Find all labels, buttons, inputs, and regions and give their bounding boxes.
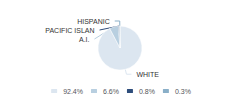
svg-text:HISPANIC: HISPANIC xyxy=(77,18,110,25)
svg-text:A.I.: A.I. xyxy=(79,36,90,43)
svg-text:0.3%: 0.3% xyxy=(175,88,191,95)
svg-text:PACIFIC ISLAN: PACIFIC ISLAN xyxy=(45,27,94,34)
svg-text:92.4%: 92.4% xyxy=(63,88,83,95)
svg-text:WHITE: WHITE xyxy=(136,71,159,78)
svg-text:0.8%: 0.8% xyxy=(139,88,155,95)
svg-text:6.6%: 6.6% xyxy=(103,88,119,95)
